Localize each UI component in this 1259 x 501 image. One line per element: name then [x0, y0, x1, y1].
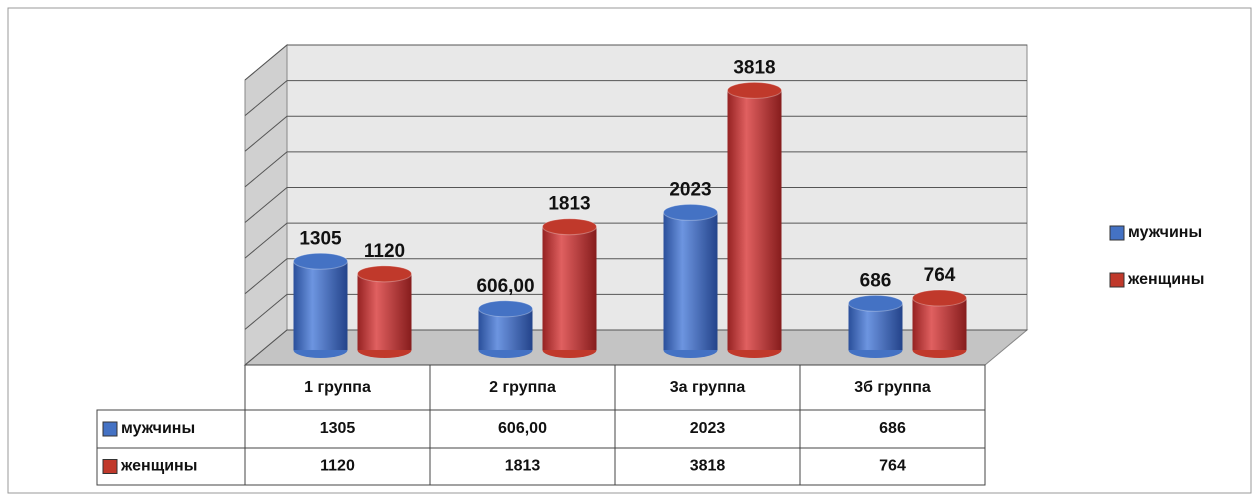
bar-top [912, 289, 967, 307]
x-tick-label: 1 группа [304, 379, 371, 396]
table-legend-label: женщины [120, 458, 197, 475]
table-legend-key [102, 459, 118, 474]
bar-top [357, 265, 412, 283]
bar [663, 212, 718, 350]
bar-top [727, 81, 782, 99]
data-table [96, 364, 986, 486]
bar [727, 90, 782, 350]
table-cell: 1120 [320, 458, 355, 475]
data-label: 1120 [364, 241, 405, 262]
x-tick-label: 3б группа [854, 379, 931, 396]
data-label: 764 [924, 265, 956, 286]
bar-top [293, 252, 348, 270]
table-cell: 3818 [690, 458, 726, 475]
bar-top [848, 294, 903, 312]
legend-label: мужчины [1128, 224, 1202, 241]
table-legend-key [102, 421, 118, 437]
legend-label: женщины [1127, 271, 1204, 288]
table-cell: 2023 [690, 420, 726, 437]
bar [542, 226, 597, 350]
bar [357, 273, 412, 350]
x-tick-label: 2 группа [489, 379, 556, 396]
table-cell: 764 [879, 458, 906, 475]
legend-key [1109, 272, 1125, 288]
table-cell: 1305 [320, 420, 356, 437]
data-label: 1305 [299, 228, 342, 249]
grid-line [244, 80, 1027, 117]
bar-top [542, 218, 597, 236]
data-label: 686 [860, 270, 892, 291]
table-cell: 606,00 [498, 420, 547, 437]
bar [293, 261, 348, 350]
bar [912, 298, 967, 350]
table-cell: 1813 [505, 458, 541, 475]
grid-line [244, 44, 1027, 81]
bar-top [663, 203, 718, 221]
legend-key [1109, 225, 1125, 241]
x-tick-label: 3а группа [670, 379, 746, 396]
data-label: 3818 [733, 57, 775, 78]
data-label: 606,00 [476, 276, 534, 297]
table-legend-label: мужчины [121, 420, 195, 437]
table-cell: 686 [879, 420, 906, 437]
bar-top [478, 300, 533, 318]
data-label: 2023 [669, 179, 711, 200]
data-label: 1813 [548, 194, 590, 215]
